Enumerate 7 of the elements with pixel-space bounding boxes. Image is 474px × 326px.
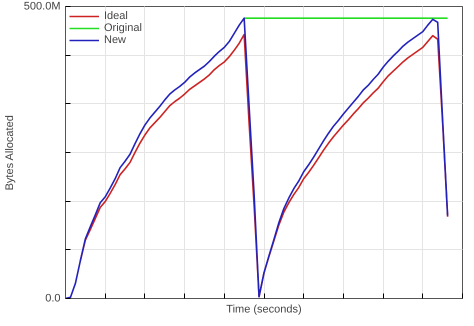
x-axis-title: Time (seconds) [226,304,302,316]
legend-label: New [104,34,126,46]
y-tick-label: 0.0 [45,292,61,304]
y-axis-title: Bytes Allocated [4,115,16,190]
legend-label: Ideal [104,10,128,22]
y-tick-label: 500.0M [24,0,61,12]
legend-label: Original [104,22,142,34]
